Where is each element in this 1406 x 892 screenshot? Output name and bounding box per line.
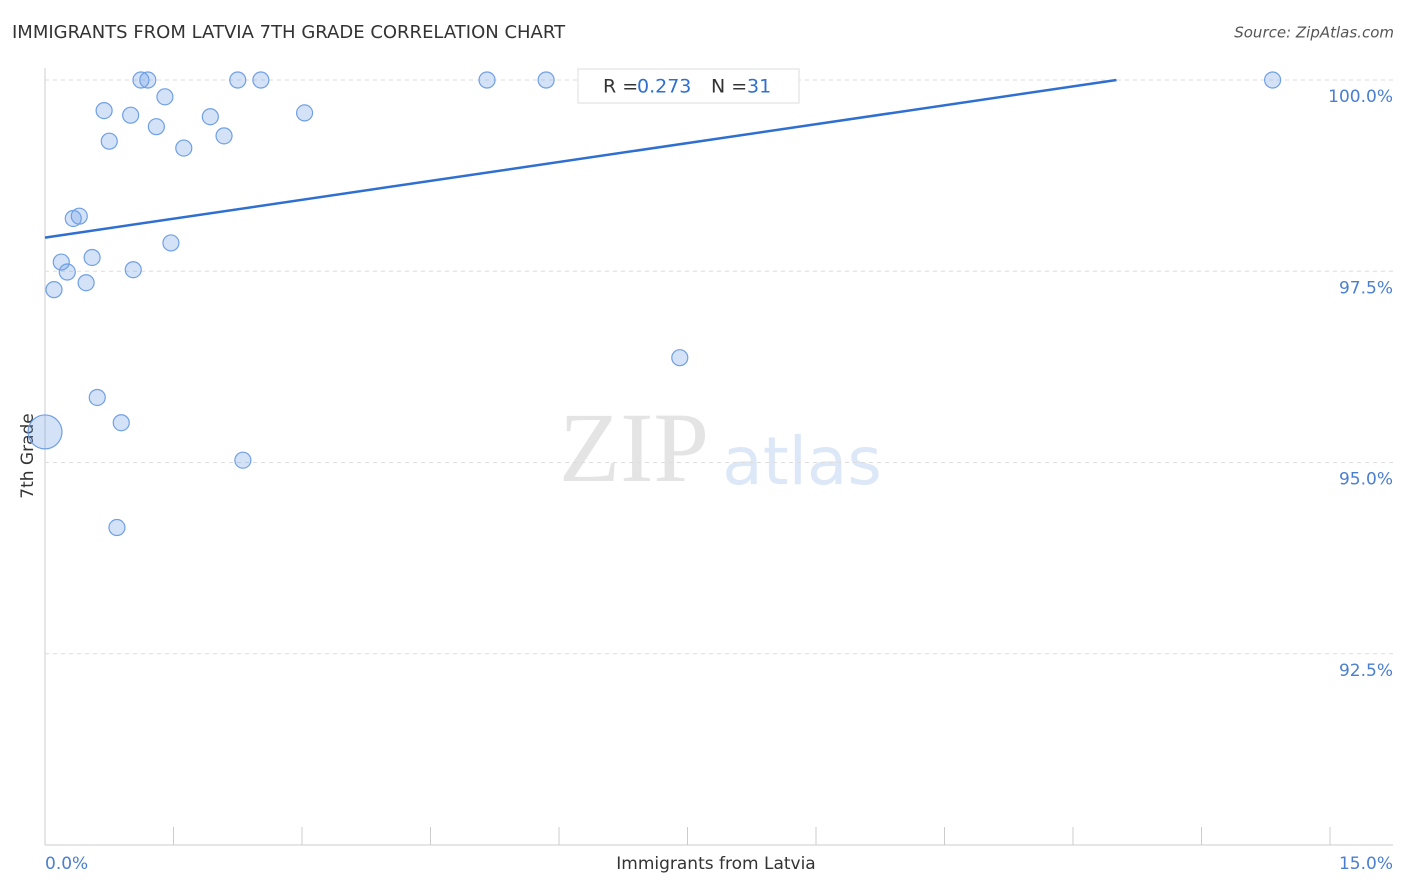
y-axis-title: 7th Grade <box>18 413 38 499</box>
trend-line <box>44 78 1117 239</box>
point <box>132 71 150 89</box>
x-axis-title: Immigrants from Latvia <box>616 854 815 874</box>
y-tick-label: 95.0% <box>1339 470 1393 490</box>
point <box>58 263 76 281</box>
y-tick-label: 92.5% <box>1339 661 1393 681</box>
point <box>108 518 126 537</box>
point <box>139 71 157 89</box>
point <box>70 207 88 225</box>
point <box>27 414 63 450</box>
watermark: atlas <box>722 423 882 500</box>
point <box>478 71 496 89</box>
n-label: N = <box>711 76 747 98</box>
r-label: R = <box>603 76 638 98</box>
n-value: 31 <box>747 76 771 98</box>
point <box>162 234 180 252</box>
point <box>122 106 140 124</box>
point <box>95 101 113 120</box>
point <box>52 253 70 271</box>
stats-box <box>577 68 800 104</box>
point <box>124 261 142 279</box>
point <box>112 414 130 432</box>
point <box>1264 71 1282 89</box>
point <box>229 71 247 89</box>
point <box>671 349 689 367</box>
point <box>252 71 270 89</box>
point <box>234 451 252 469</box>
plot <box>27 71 1393 655</box>
watermark: ZIP <box>559 392 709 503</box>
x-tick-label: 15.0% <box>1339 854 1393 874</box>
point <box>295 104 314 122</box>
point <box>147 118 165 136</box>
point <box>537 71 555 89</box>
point <box>215 127 233 145</box>
r-value: 0.273 <box>637 76 691 98</box>
point <box>175 139 193 157</box>
y-tick-label: 97.5% <box>1339 278 1393 298</box>
y-tick-label: 100.0% <box>1328 87 1393 107</box>
source: Source: ZipAtlas.com <box>1234 24 1394 42</box>
point <box>156 88 174 106</box>
point <box>83 248 101 267</box>
point <box>201 108 219 126</box>
point <box>77 274 95 292</box>
point <box>100 132 118 150</box>
point <box>45 281 63 299</box>
chart-title: IMMIGRANTS FROM LATVIA 7TH GRADE CORRELA… <box>12 22 566 43</box>
x-tick-label: 0.0% <box>45 854 88 874</box>
point <box>88 388 106 407</box>
